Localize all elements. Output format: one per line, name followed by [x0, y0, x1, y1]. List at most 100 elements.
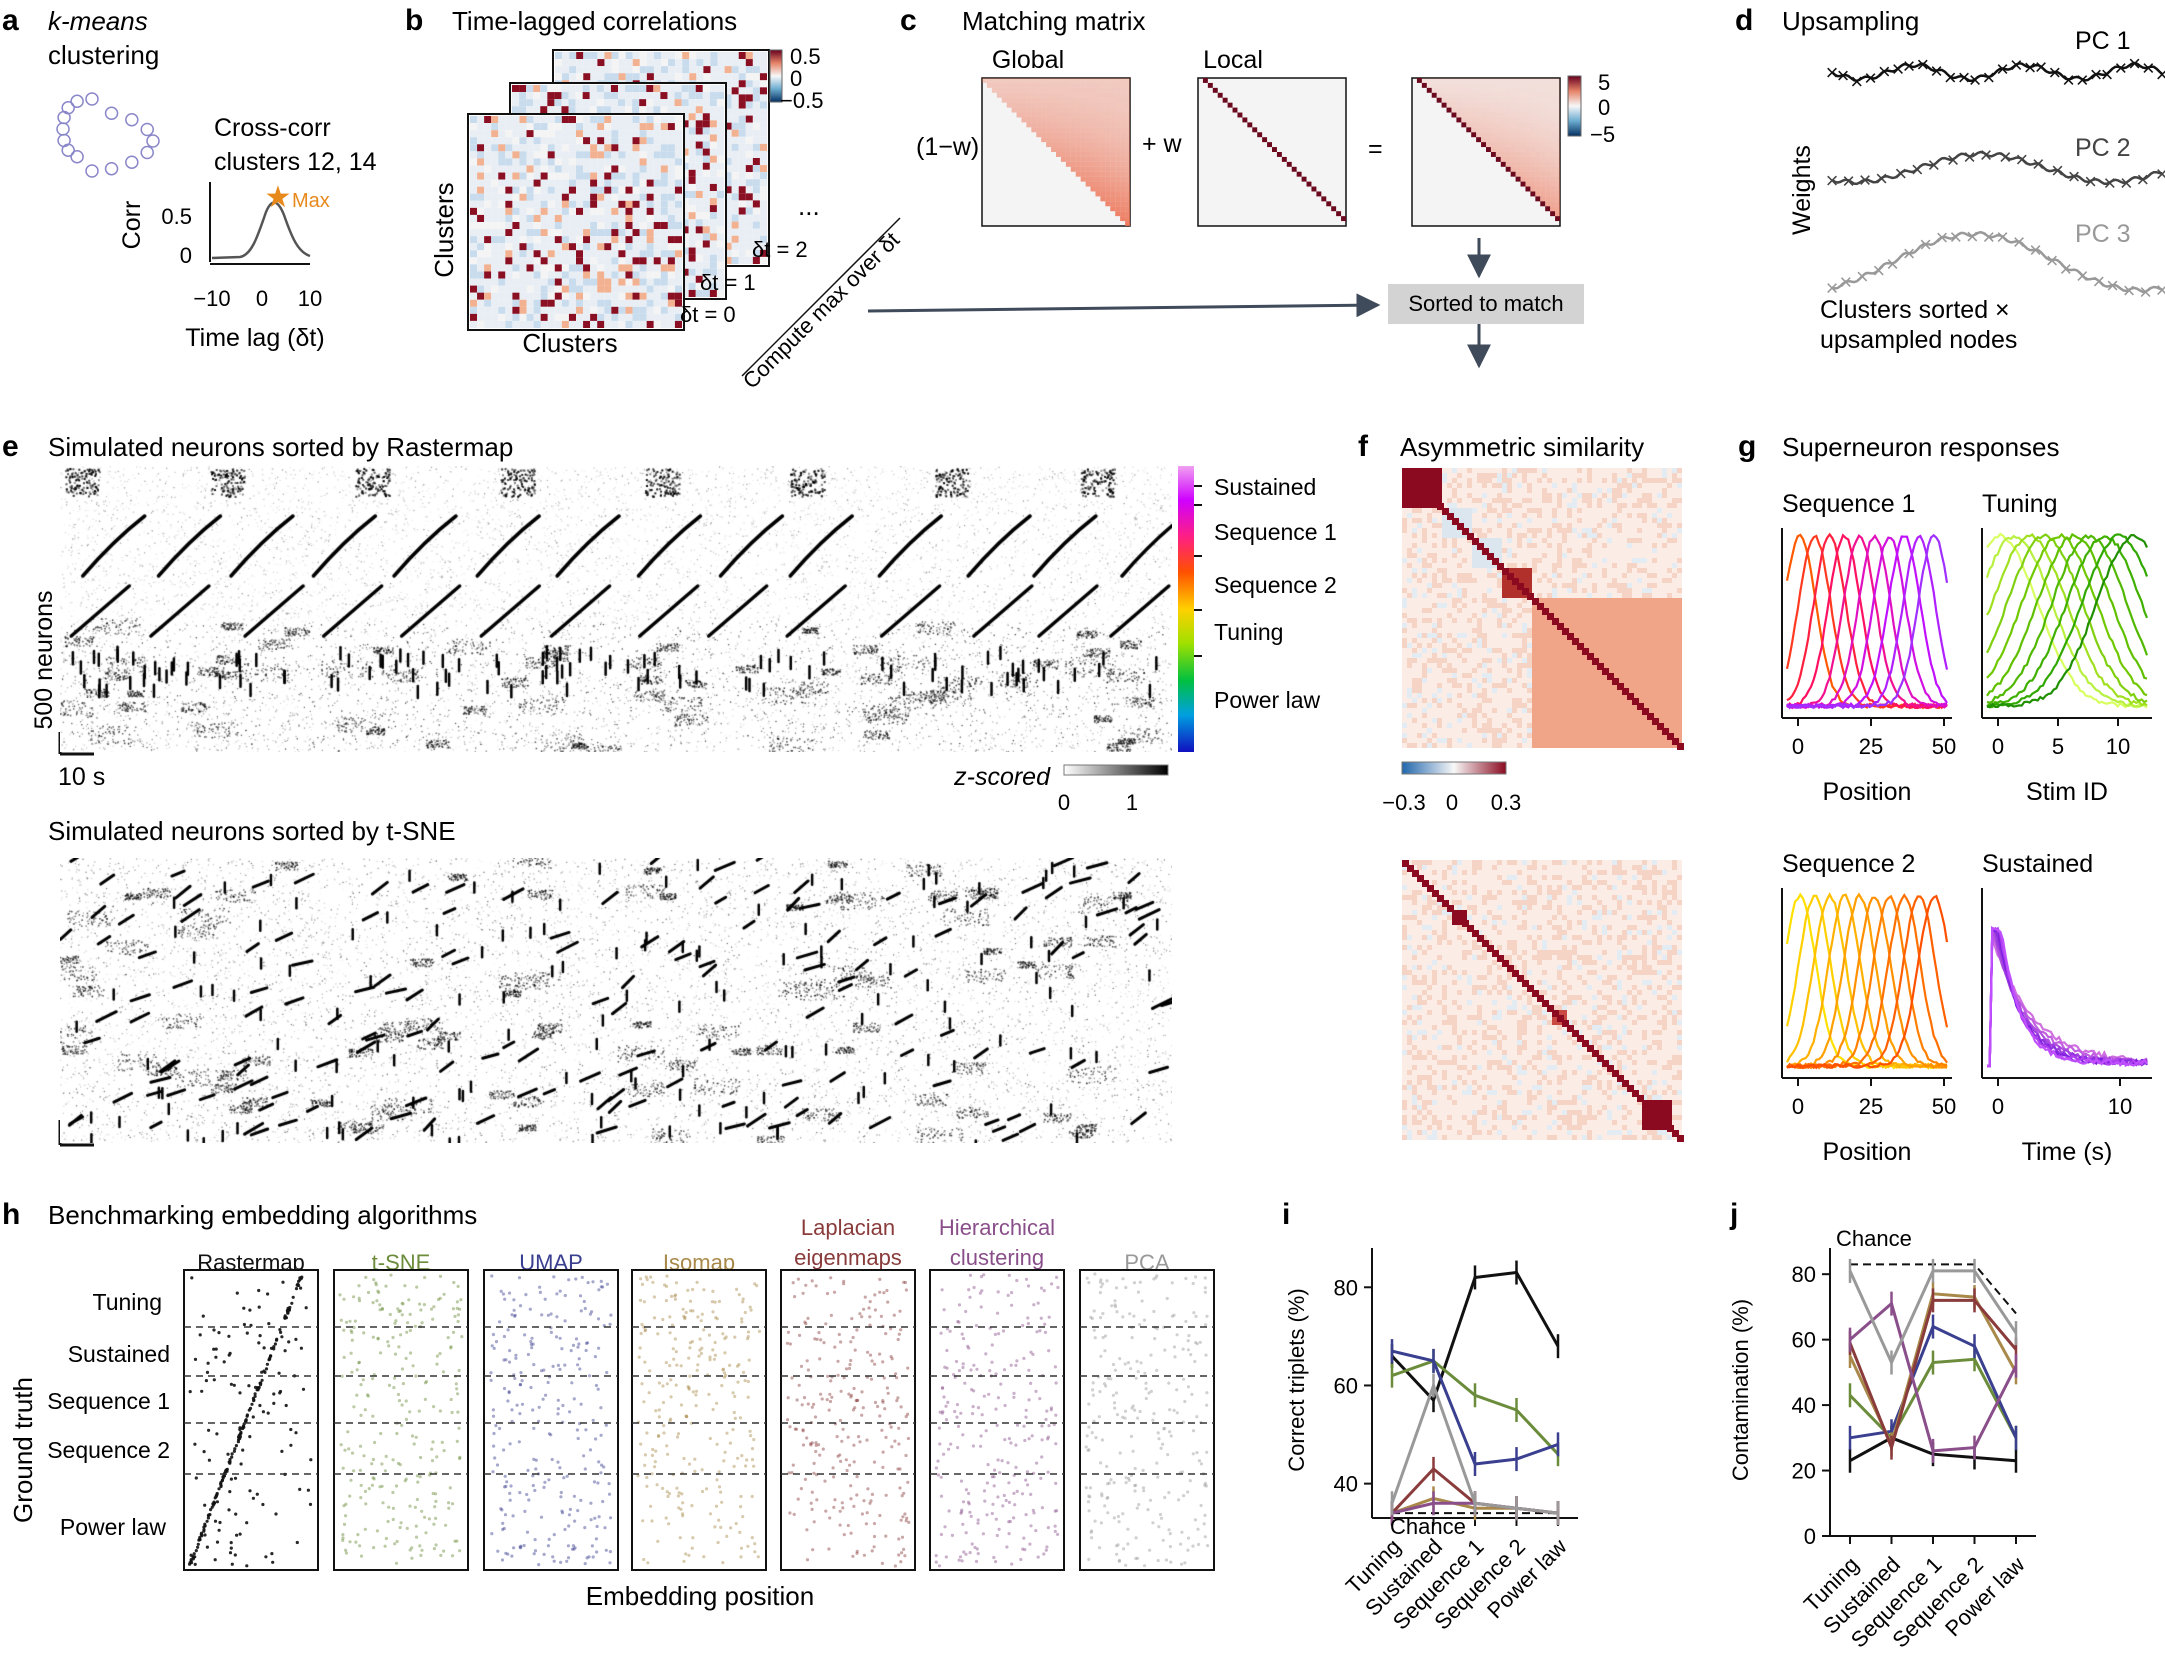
matrix-cell [1416, 78, 1422, 83]
corr-cell [674, 85, 682, 93]
matrix-cell [1535, 132, 1541, 138]
matrix-cell [1031, 82, 1037, 88]
matrix-cell [1051, 122, 1056, 128]
x-marker-icon: × [1996, 56, 2009, 81]
corr-cell [646, 116, 654, 124]
similarity-cell [1452, 890, 1457, 895]
similarity-cell [1497, 498, 1502, 503]
corr-cell [695, 106, 703, 114]
corr-cell [724, 87, 732, 95]
matrix-cell [1540, 152, 1546, 157]
matrix-cell [1110, 142, 1116, 148]
similarity-cell [1622, 493, 1627, 498]
corr-cell [632, 52, 640, 60]
matrix-cell [1090, 132, 1096, 138]
matrix-cell [1100, 142, 1106, 148]
corr-cell [576, 172, 584, 180]
similarity-diagonal [1412, 478, 1419, 485]
matrix-cell [1041, 122, 1047, 128]
similarity-cell [1517, 523, 1522, 528]
matrix-cell [1311, 186, 1317, 192]
matrix-cell [1051, 92, 1056, 98]
similarity-cell [1422, 678, 1427, 683]
corr-cell [618, 257, 626, 265]
matrix-cell [1075, 156, 1081, 162]
corr-cell [547, 151, 555, 159]
similarity-cell [1467, 905, 1472, 910]
corr-cell [759, 207, 767, 215]
similarity-cell [1522, 860, 1527, 865]
corr-cell [674, 257, 682, 265]
corr-cell [568, 222, 576, 230]
corr-cell [512, 313, 520, 321]
cluster-node [140, 145, 154, 160]
similarity-cell [1497, 618, 1502, 623]
similarity-diagonal [1587, 653, 1594, 660]
corr-cell [526, 200, 534, 208]
similarity-cell [1442, 648, 1447, 653]
corr-cell [604, 59, 612, 67]
similarity-cell [1627, 900, 1632, 905]
corr-cell [639, 250, 647, 258]
matrix-cell [1120, 92, 1126, 98]
matrix-cell [1476, 107, 1482, 113]
matrix-cell [1036, 78, 1042, 83]
matrix-cell [1555, 186, 1560, 192]
corr-cell [604, 313, 612, 321]
corr-cell [639, 299, 647, 307]
corr-cell [702, 282, 710, 290]
corr-cell [724, 108, 732, 116]
matrix-cell [1486, 78, 1491, 83]
similarity-cell [1497, 648, 1502, 653]
matrix-cell [1031, 102, 1037, 108]
corr-cell [547, 106, 555, 114]
corr-cell [484, 207, 492, 215]
corr-cell [498, 306, 506, 314]
matrix-cell [1550, 152, 1556, 157]
corr-cell [582, 106, 590, 114]
similarity-diagonal [1542, 608, 1549, 615]
matrix-cell [1046, 122, 1052, 128]
similarity-cell [1622, 478, 1627, 483]
matrix-cell [1515, 102, 1521, 108]
similarity-cell [1542, 875, 1547, 880]
matrix-cell [1110, 186, 1116, 192]
corr-cell [688, 282, 696, 290]
corr-cell [540, 243, 548, 251]
similarity-diagonal [1477, 543, 1484, 550]
similarity-cell [1437, 683, 1442, 688]
matrix-cell [1456, 107, 1462, 113]
matrix-cell [1016, 97, 1022, 103]
similarity-cell [1642, 885, 1647, 890]
corr-cell [589, 92, 597, 100]
matrix-cell [1500, 102, 1506, 108]
corr-cell [477, 229, 485, 237]
matrix-cell [1060, 97, 1066, 103]
corr-cell [731, 200, 739, 208]
corr-cell [603, 99, 611, 107]
matrix-cell [1550, 166, 1556, 172]
similarity-cell [1437, 658, 1442, 663]
matrix-cell [1530, 181, 1536, 187]
similarity-cell [1477, 533, 1482, 538]
corr-cell [519, 151, 527, 159]
matrix-cell [1515, 92, 1521, 98]
corr-cell [555, 66, 563, 74]
similarity-cell [1642, 890, 1647, 895]
corr-cell [688, 106, 696, 114]
corr-cell [597, 52, 605, 60]
corr-cell [554, 85, 562, 93]
matrix-cell [1115, 196, 1121, 202]
similarity-cell [1402, 628, 1407, 633]
corr-cell [618, 222, 626, 230]
similarity-cell [1547, 885, 1552, 890]
x-marker-icon: × [2013, 229, 2026, 254]
pc3-label: PC 3 [2075, 220, 2131, 248]
corr-cell [738, 143, 746, 151]
similarity-cell [1582, 588, 1587, 593]
similarity-cell [1427, 518, 1432, 523]
corr-cell [576, 320, 584, 328]
similarity-cell [1502, 473, 1507, 478]
similarity-cell [1472, 498, 1477, 503]
matrix-cell [1296, 171, 1302, 177]
